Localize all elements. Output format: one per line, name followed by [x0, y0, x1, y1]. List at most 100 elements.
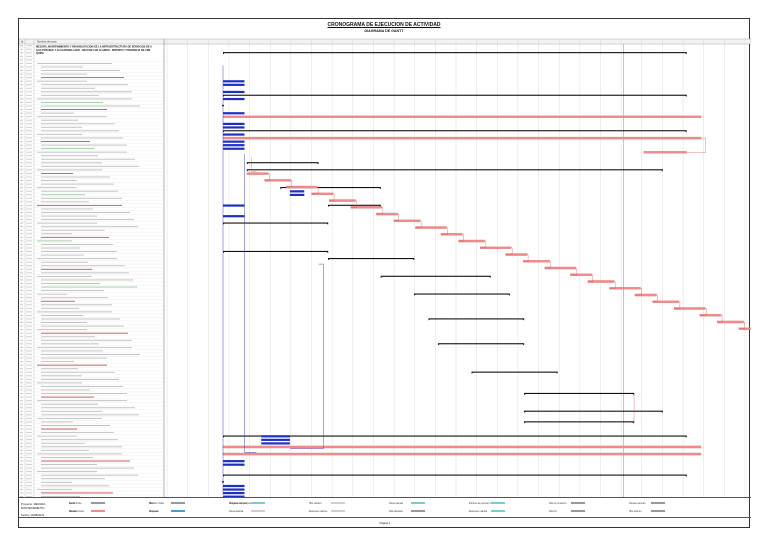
table-row-text-line [41, 77, 124, 79]
legend-item-label: Tareas externas [629, 502, 646, 505]
table-row-id [20, 173, 23, 174]
table-row-id [20, 222, 23, 224]
table-row-mode [26, 222, 32, 224]
table-row-id [20, 329, 23, 331]
table-row-id [20, 240, 23, 242]
table-row-text-line [37, 169, 102, 171]
table-row-text-line [41, 336, 95, 338]
legend-item-label: Hito inactivo [309, 502, 322, 505]
summary-cap [223, 435, 225, 438]
table-row-id [20, 496, 23, 497]
task-bar [223, 460, 245, 463]
critical-link [350, 200, 357, 208]
table-row-id [20, 254, 23, 256]
table-row-id [20, 389, 23, 391]
table-row-id [20, 158, 23, 160]
summary-cap [223, 474, 225, 477]
table-row-text-line [41, 201, 89, 203]
legend-item-label: División [69, 511, 78, 513]
table-row-mode [26, 382, 32, 384]
table-row-mode [26, 158, 32, 160]
table-row-text-line [41, 304, 112, 306]
legend-item-label: Sólo el comienzo [549, 503, 567, 505]
table-row-text-line [41, 322, 87, 323]
summary-cap [428, 318, 430, 321]
table-row-mode [26, 279, 32, 281]
task-bar [223, 204, 245, 207]
critical-link [415, 220, 422, 228]
table-row-mode [26, 297, 32, 299]
task-bar [223, 463, 245, 466]
table-row-text-line [41, 254, 84, 256]
table-row-mode [26, 247, 32, 249]
summary-bar [280, 187, 381, 189]
table-row-id [20, 368, 23, 370]
summary-bar [223, 222, 329, 224]
milestone-icon [221, 480, 225, 484]
table-row-id [20, 485, 23, 487]
table-row-id [20, 219, 23, 221]
table-row-text-line [37, 329, 87, 331]
table-row-mode [26, 329, 32, 331]
table-row-mode [26, 449, 32, 451]
table-row-text-line [41, 155, 98, 157]
legend-item-label: Tareas críticas [69, 510, 85, 513]
legend-item-label: Progreso [149, 510, 159, 513]
table-row-mode [26, 339, 32, 341]
table-row-mode [26, 357, 32, 359]
table-row-text-line [37, 293, 67, 295]
table-row-text-line [41, 180, 77, 181]
table-row-text-line [41, 212, 130, 213]
table-row-mode [26, 286, 32, 288]
table-row-mode [26, 488, 32, 490]
table-row-text-line [41, 244, 113, 245]
table-row-text-line [37, 400, 127, 402]
critical-link [393, 213, 399, 221]
table-row-id [20, 354, 23, 355]
legend-item-label: Fecha límite [69, 502, 82, 505]
table-row-mode [26, 336, 32, 338]
page-subtitle: DIAGRAMA DE GANTT [364, 29, 404, 33]
table-row-mode [26, 492, 32, 494]
table-row-mode [26, 155, 32, 157]
gantt-chart: Id Nombre de tarea MEJORA, MANTENIMIENTO Y… [19, 19, 751, 529]
summary-bar [414, 293, 510, 295]
table-row-mode [26, 254, 32, 256]
legend-item-swatch [251, 510, 265, 512]
table-row-id [20, 350, 23, 352]
table-row-mode [26, 73, 32, 75]
task-bar [223, 215, 245, 218]
table-row-mode [26, 194, 32, 196]
task-bar [289, 193, 305, 196]
table-row-text-line [37, 346, 132, 348]
table-row-id [20, 432, 23, 434]
table-row-id [20, 155, 23, 157]
table-row-id [20, 410, 23, 412]
legend-item-label: Resumen manual [469, 511, 487, 513]
table-row-mode [26, 275, 32, 277]
table-row-id [20, 251, 23, 252]
table-row-text-line [41, 91, 132, 93]
table-row-text-line [41, 137, 123, 139]
task-bar [223, 140, 245, 143]
task-bar [223, 122, 245, 125]
table-row-id [20, 290, 23, 292]
summary-cap [685, 130, 687, 133]
table-row-id [20, 141, 23, 142]
table-row-mode [26, 165, 32, 167]
table-row-mode [26, 201, 32, 203]
critical-task-bar [222, 445, 702, 449]
legend-item-label: Hito externo [629, 510, 642, 513]
table-row-id [20, 315, 23, 316]
table-row-mode [26, 66, 32, 68]
table-row-text-line [37, 116, 107, 118]
table-row-mode [26, 368, 32, 370]
table-row-text-line [41, 87, 95, 89]
table-row-id [20, 45, 23, 47]
table-row-text-line [37, 62, 112, 64]
task-bar [223, 484, 245, 488]
table-row-id [20, 133, 23, 135]
critical-link [699, 308, 707, 316]
table-row-text-line [41, 354, 140, 355]
table-row-mode [26, 251, 32, 252]
